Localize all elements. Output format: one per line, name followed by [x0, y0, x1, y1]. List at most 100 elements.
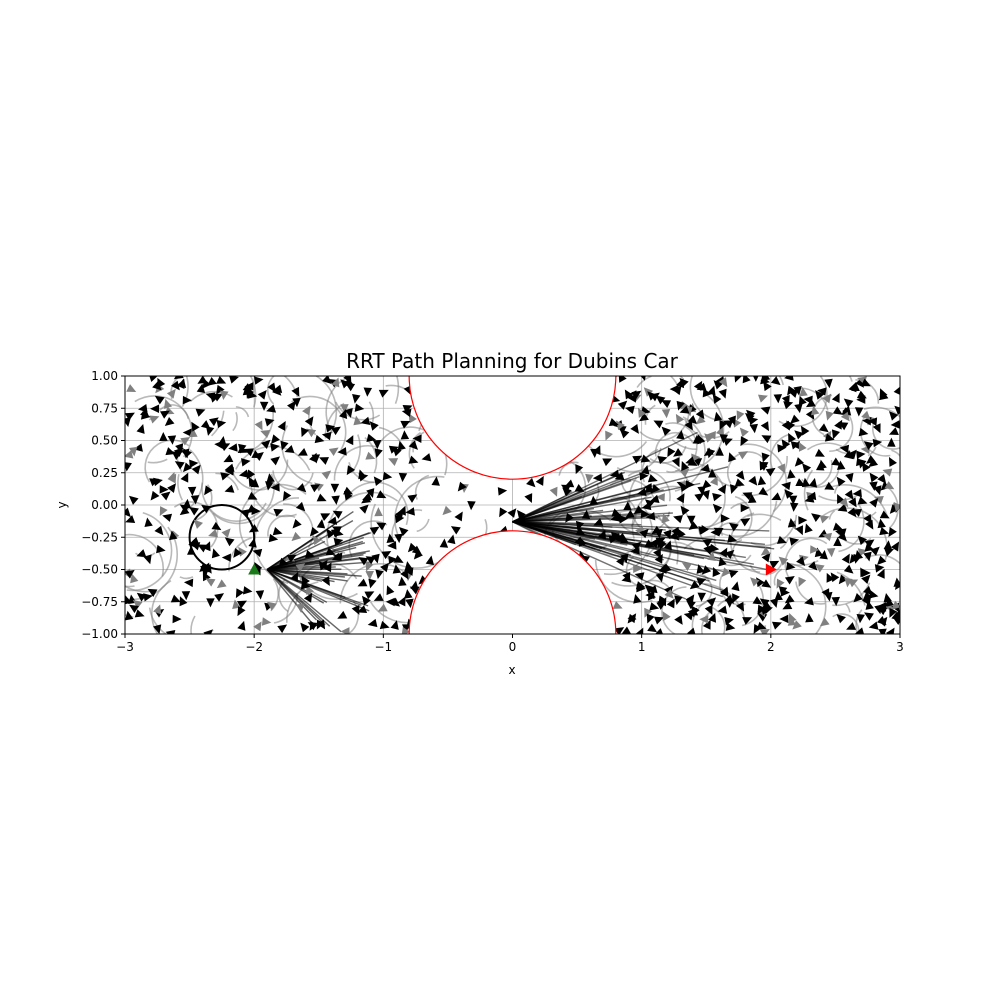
tree-node: [614, 472, 625, 481]
tree-node: [180, 437, 191, 446]
tree-node: [216, 376, 227, 384]
tree-node: [653, 548, 661, 559]
tree-node: [639, 528, 649, 539]
y-tick-label: −1.00: [81, 627, 118, 641]
tree-node: [337, 610, 348, 619]
tree-node: [862, 591, 873, 601]
tree-node: [763, 381, 772, 392]
tree-node: [756, 621, 767, 630]
tree-node: [701, 490, 710, 500]
tree-node: [779, 614, 789, 624]
tree-edge: [512, 469, 652, 523]
tree-edge: [611, 376, 680, 388]
tree-node: [286, 554, 297, 563]
tree-node: [346, 465, 356, 476]
tree-edge: [901, 465, 909, 484]
tree-edge: [675, 392, 725, 472]
tree-node: [164, 416, 175, 427]
tree-edge: [701, 611, 711, 634]
tree-node: [326, 528, 336, 539]
tree-node: [770, 376, 781, 386]
tree-node: [644, 483, 652, 494]
tree-node: [611, 508, 622, 517]
tree-edge: [346, 600, 360, 634]
tree-node: [621, 626, 632, 634]
tree-node: [405, 598, 414, 609]
tree-node: [777, 463, 785, 474]
tree-node: [849, 553, 859, 564]
tree-node: [183, 462, 193, 473]
tree-node: [709, 543, 720, 553]
tree-node: [831, 457, 842, 466]
tree-node: [869, 472, 879, 483]
tree-node: [300, 622, 310, 633]
tree-node: [857, 496, 868, 505]
tree-node: [221, 528, 231, 538]
tree-node: [578, 536, 587, 547]
y-axis-label: y: [55, 501, 69, 508]
tree-node: [740, 503, 750, 513]
tree-node: [722, 438, 733, 447]
tree-node: [296, 483, 307, 493]
tree-edge: [714, 500, 778, 538]
tree-node: [735, 470, 745, 481]
tree-node: [788, 495, 798, 505]
tree-node: [874, 604, 883, 615]
tree-node: [636, 487, 647, 497]
tree-node: [375, 569, 384, 580]
tree-node: [125, 417, 131, 428]
tree-node: [140, 411, 151, 420]
tree-node: [564, 479, 575, 488]
tree-node: [209, 393, 219, 403]
tree-edge: [603, 507, 654, 576]
tree-node: [340, 404, 349, 414]
tree-edge: [730, 512, 761, 573]
tree-edge: [414, 474, 430, 500]
x-tick-label: −2: [245, 640, 263, 654]
tree-node: [803, 395, 813, 405]
tree-node: [128, 446, 138, 457]
tree-node: [684, 420, 693, 431]
tree-edge: [863, 406, 900, 419]
tree-node: [853, 554, 862, 564]
tree-node: [593, 518, 604, 526]
tree-node: [861, 461, 871, 472]
tree-node: [661, 408, 671, 419]
tree-node: [651, 525, 662, 535]
tree-node: [166, 388, 176, 399]
tree-node: [877, 518, 886, 529]
tree-edge: [148, 607, 214, 634]
tree-node: [836, 476, 846, 487]
tree-node: [305, 550, 315, 559]
tree-node: [811, 513, 821, 523]
tree-node: [407, 494, 418, 503]
tree-node: [728, 569, 739, 578]
tree-node: [700, 463, 711, 473]
tree-node: [126, 384, 137, 392]
tree-node: [203, 563, 212, 574]
tree-node: [687, 515, 696, 525]
tree-node: [806, 491, 817, 501]
tree-node: [182, 498, 192, 509]
tree-node: [136, 424, 145, 434]
tree-node: [196, 383, 206, 393]
tree-node: [223, 454, 234, 463]
tree-node: [631, 541, 642, 551]
tree-node: [321, 431, 332, 441]
tree-node: [191, 464, 201, 475]
tree-edge: [806, 442, 855, 457]
tree-node: [869, 498, 879, 508]
tree-node: [602, 458, 613, 467]
tree-node: [380, 562, 390, 573]
tree-node: [654, 553, 663, 564]
tree-node: [883, 540, 893, 550]
tree-node: [854, 407, 864, 417]
tree-node: [147, 588, 158, 597]
tree-node: [353, 415, 362, 426]
tree-node: [450, 526, 461, 535]
tree-node: [246, 469, 256, 480]
tree-edge: [412, 431, 425, 453]
x-tick-label: −1: [374, 640, 392, 654]
tree-node: [372, 440, 382, 450]
